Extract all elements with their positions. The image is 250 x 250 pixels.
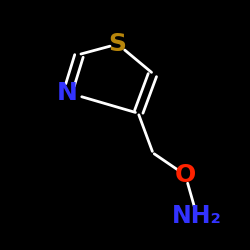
Text: S: S: [109, 32, 127, 56]
Text: N: N: [57, 81, 78, 105]
Text: O: O: [175, 163, 196, 187]
Text: NH₂: NH₂: [172, 204, 222, 228]
